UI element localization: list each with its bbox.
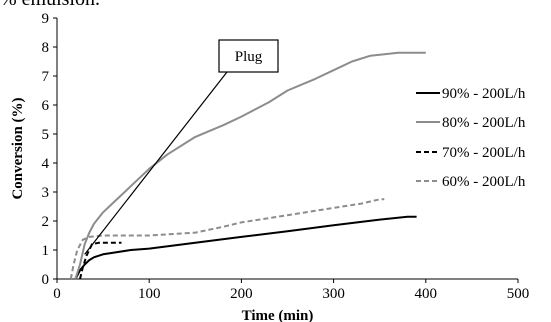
y-tick-label: 5: [42, 127, 50, 143]
annotation-box: [218, 39, 279, 73]
annotation-group: Plug: [84, 39, 279, 255]
x-axis-label: Time (min): [242, 308, 314, 322]
y-tick-label: 6: [42, 98, 50, 114]
x-tick-label: 0: [53, 286, 61, 302]
y-tick-label: 3: [42, 185, 50, 201]
y-tick-label: 0: [42, 272, 50, 288]
y-axis-label: Conversion (%): [10, 97, 26, 199]
x-tick-label: 500: [507, 286, 530, 302]
y-tick-label: 2: [42, 214, 50, 230]
y-tick-label: 1: [42, 243, 50, 259]
series-line: [79, 241, 122, 280]
legend-label: 60% - 200L/h: [442, 174, 526, 190]
x-tick-label: 300: [322, 286, 345, 302]
legend-label: 70% - 200L/h: [442, 145, 526, 161]
legend-label: 90% - 200L/h: [442, 86, 526, 102]
legend: 90% - 200L/h 80% - 200L/h 70% - 200L/h 60% …: [416, 86, 526, 190]
y-tick-label: 4: [42, 156, 50, 172]
series-line: [74, 215, 417, 280]
series-group: [69, 51, 426, 280]
annotation-text: Plug: [235, 49, 263, 65]
series-line: [69, 198, 385, 280]
y-tick-label: 8: [42, 40, 50, 56]
y-tick-label: 9: [42, 11, 50, 27]
series-line: [74, 51, 426, 280]
legend-label: 80% - 200L/h: [442, 115, 526, 131]
axes: 0 1 2 3 4 5 6 7 8 9 0 100 200 300 400 500: [42, 11, 530, 302]
x-tick-label: 100: [138, 286, 161, 302]
x-tick-label: 200: [230, 286, 253, 302]
header-fragment: % emulsion.: [0, 0, 100, 11]
x-tick-label: 400: [415, 286, 438, 302]
y-tick-label: 7: [42, 69, 50, 85]
annotation-leader-line: [84, 71, 228, 255]
